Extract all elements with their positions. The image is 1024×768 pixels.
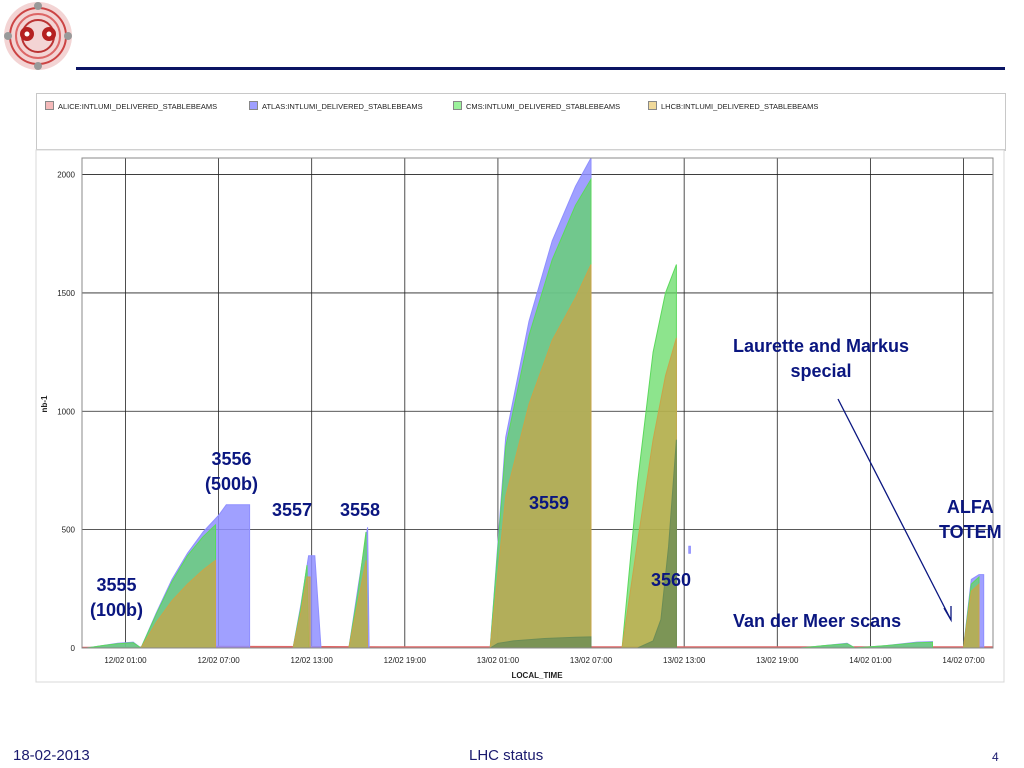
x-tick-label: 12/02 19:00 [384, 656, 427, 665]
plot-frame [81, 157, 994, 649]
annotation-alfa: ALFA [946, 497, 994, 517]
x-axis-title: LOCAL_TIME [511, 671, 563, 680]
page-number: 4 [992, 750, 999, 764]
lhc-logo [4, 2, 72, 70]
x-tick-label: 12/02 07:00 [197, 656, 240, 665]
legend-item-alice: ALICE:INTLUMI_DELIVERED_STABLEBEAMS [45, 101, 217, 111]
legend-item-cms: CMS:INTLUMI_DELIVERED_STABLEBEAMS [453, 101, 620, 111]
x-tick-label: 13/02 07:00 [570, 656, 613, 665]
series-area [488, 636, 592, 649]
legend-item-atlas: ATLAS:INTLUMI_DELIVERED_STABLEBEAMS [249, 101, 423, 111]
axis-ticks: 12/02 01:00 12/02 07:00 12/02 13:00 12/02 1… [57, 171, 985, 665]
annotation-fill-3557: 3557 [272, 500, 313, 520]
arrow-laurette-markus [837, 398, 952, 621]
x-tick-label: 14/02 07:00 [942, 656, 985, 665]
x-tick-label: 13/02 01:00 [477, 656, 520, 665]
legend-label-lhcb: LHCB:INTLUMI_DELIVERED_STABLEBEAMS [661, 102, 819, 111]
annotation-alfa-totem: ALFA TOTEM [939, 495, 1002, 545]
y-axis-title: nb-1 [40, 395, 49, 412]
annotation-fill-3555: 3555 (100b) [90, 573, 143, 623]
x-tick-label: 13/02 19:00 [756, 656, 799, 665]
y-tick-label: 500 [62, 526, 76, 535]
legend-swatch-lhcb [648, 101, 657, 110]
annotation-laurette-markus: Laurette and Markus special [733, 334, 909, 384]
legend-swatch-cms [453, 101, 462, 110]
series-area [688, 545, 691, 554]
x-tick-label: 12/02 13:00 [291, 656, 334, 665]
x-tick-label: 14/02 01:00 [849, 656, 892, 665]
title-rule [76, 67, 1005, 70]
series-area [489, 264, 592, 649]
footer-title: LHC status [469, 747, 544, 764]
legend-swatch-atlas [249, 101, 258, 110]
annotation-laurette-line1: Laurette and Markus [733, 336, 910, 356]
annotation-3555-line2: (100b) [90, 600, 144, 620]
arrow-head [943, 606, 952, 623]
footer-date: 18-02-2013 [13, 747, 90, 764]
legend-label-atlas: ATLAS:INTLUMI_DELIVERED_STABLEBEAMS [262, 102, 423, 111]
annotation-fill-3560: 3560 [651, 570, 692, 590]
annotation-fill-3559: 3559 [529, 493, 570, 513]
annotation-3555-line1: 3555 [96, 575, 137, 595]
legend-label-alice: ALICE:INTLUMI_DELIVERED_STABLEBEAMS [58, 102, 218, 111]
x-tick-label: 13/02 13:00 [663, 656, 706, 665]
annotation-3556-line1: 3556 [211, 449, 252, 469]
x-tick-label: 12/02 01:00 [104, 656, 147, 665]
annotation-fill-3558: 3558 [340, 500, 381, 520]
y-tick-label: 2000 [57, 171, 75, 180]
annotation-totem: TOTEM [939, 522, 1002, 542]
annotation-laurette-line2: special [790, 361, 852, 381]
annotation-van-der-meer: Van der Meer scans [733, 611, 902, 631]
y-tick-label: 1000 [57, 407, 75, 416]
data-areas [82, 157, 993, 649]
y-tick-label: 0 [71, 644, 76, 653]
legend-item-lhcb: LHCB:INTLUMI_DELIVERED_STABLEBEAMS [648, 101, 818, 111]
y-tick-label: 1500 [57, 289, 75, 298]
series-area [140, 559, 216, 649]
annotation-fill-3556: 3556 (500b) [205, 447, 258, 497]
legend-swatch-alice [45, 101, 54, 110]
legend-label-cms: CMS:INTLUMI_DELIVERED_STABLEBEAMS [466, 102, 621, 111]
annotation-3556-line2: (500b) [205, 474, 259, 494]
